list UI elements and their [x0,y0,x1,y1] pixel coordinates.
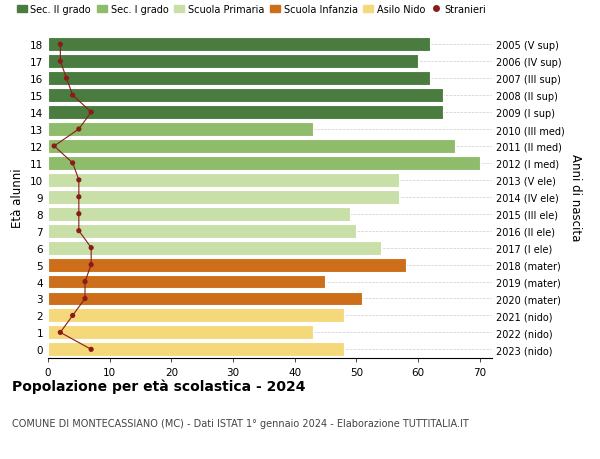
Point [86,109,96,117]
Point [68,160,77,167]
Point [74,177,83,184]
Bar [48,72,430,86]
Bar [48,275,325,289]
Bar [48,123,313,137]
Bar [48,258,406,272]
Bar [48,106,443,120]
Text: COMUNE DI MONTECASSIANO (MC) - Dati ISTAT 1° gennaio 2024 - Elaborazione TUTTITA: COMUNE DI MONTECASSIANO (MC) - Dati ISTA… [12,418,469,428]
Bar [48,241,381,255]
Point [62,75,71,83]
Bar [48,207,350,221]
Point [68,92,77,100]
Point [86,261,96,269]
Point [56,58,65,66]
Bar [48,140,455,154]
Point [56,41,65,49]
Legend: Sec. II grado, Sec. I grado, Scuola Primaria, Scuola Infanzia, Asilo Nido, Stran: Sec. II grado, Sec. I grado, Scuola Prim… [17,5,487,15]
Bar [48,326,313,340]
Y-axis label: Età alunni: Età alunni [11,168,25,227]
Bar [48,309,344,323]
Point [74,126,83,134]
Point [68,312,77,319]
Bar [48,174,400,187]
Point [80,295,90,302]
Bar [48,157,479,170]
Y-axis label: Anni di nascita: Anni di nascita [569,154,581,241]
Point [80,278,90,285]
Bar [48,292,362,306]
Point [86,346,96,353]
Bar [48,89,443,103]
Point [56,329,65,336]
Bar [48,55,418,69]
Bar [48,342,344,357]
Point [74,228,83,235]
Point [86,245,96,252]
Point [49,143,59,150]
Point [74,194,83,201]
Bar [48,190,400,204]
Bar [48,38,430,52]
Point [74,211,83,218]
Text: Popolazione per età scolastica - 2024: Popolazione per età scolastica - 2024 [12,379,305,393]
Bar [48,224,356,238]
